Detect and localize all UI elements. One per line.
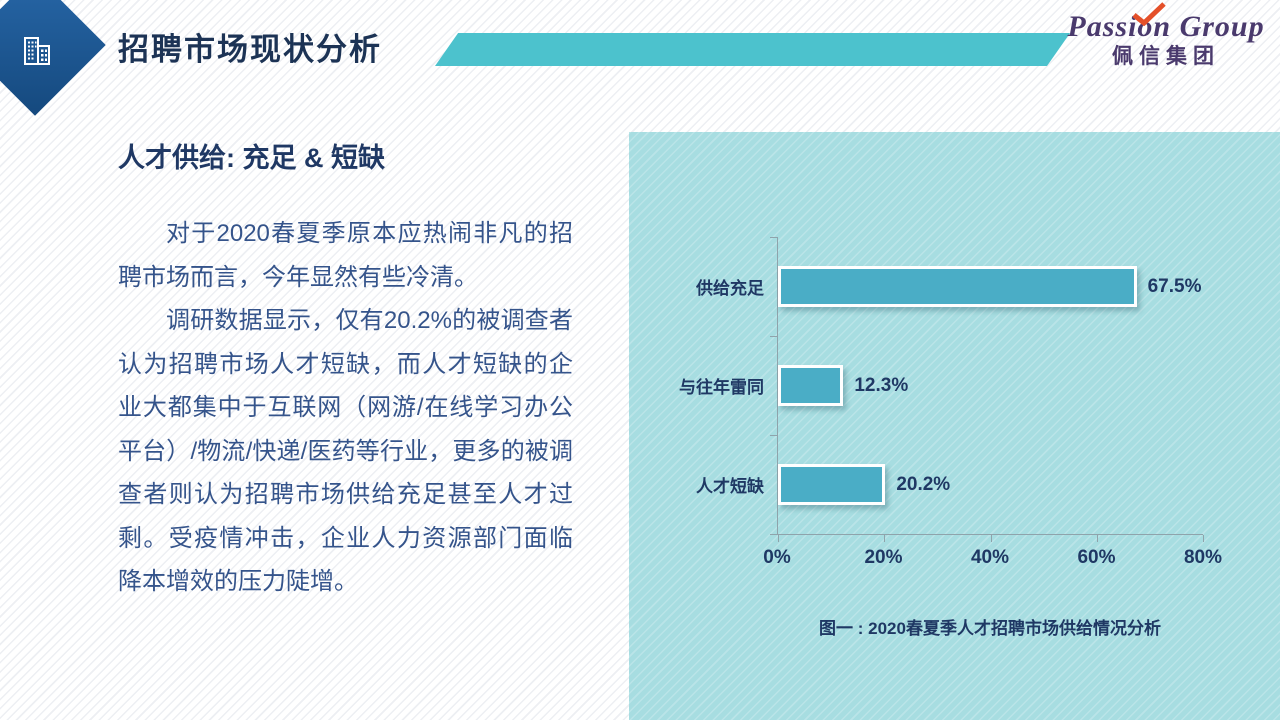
- bar-row: 人才短缺 20.2%: [696, 435, 1203, 534]
- check-icon: [1132, 2, 1167, 26]
- x-tick-label: 60%: [1077, 547, 1116, 568]
- x-tick-label: 0%: [763, 547, 791, 568]
- x-tick-label: 20%: [864, 547, 903, 568]
- x-tick-label: 80%: [1183, 547, 1223, 568]
- x-axis-tick: [778, 535, 779, 542]
- category-label: 与往年雷同: [679, 378, 764, 397]
- chart-panel: 供给充足 67.5% 与往年雷同 12.3% 人才短缺 20.2% 0% 20% 40% 60%…: [629, 132, 1280, 720]
- value-label: 20.2%: [896, 473, 951, 495]
- logo-chinese-name: 佩信集团: [1112, 45, 1220, 68]
- company-logo: Passion Group 佩信集团: [1066, 2, 1266, 70]
- body-text: 对于2020春夏季原本应热闹非凡的招聘市场而言，今年显然有些冷清。 调研数据显示…: [118, 212, 573, 604]
- x-axis-tick: [1203, 535, 1204, 542]
- bar-row: 供给充足 67.5%: [696, 237, 1203, 336]
- y-axis-tick: [770, 435, 778, 436]
- x-axis-tick: [990, 535, 992, 542]
- y-axis-tick: [770, 237, 778, 238]
- paragraph-1: 对于2020春夏季原本应热闹非凡的招聘市场而言，今年显然有些冷清。: [118, 220, 573, 291]
- value-label: 67.5%: [1147, 275, 1202, 297]
- bar: [778, 464, 886, 505]
- y-axis-tick: [770, 534, 778, 535]
- plot-area: 供给充足 67.5% 与往年雷同 12.3% 人才短缺 20.2%: [679, 237, 1204, 542]
- bar: [778, 266, 1137, 307]
- x-tick-label: 40%: [970, 547, 1010, 568]
- page-title: 招聘市场现状分析: [118, 32, 382, 67]
- x-axis-tick: [1096, 535, 1098, 542]
- building-icon: [24, 37, 50, 65]
- title-ribbon: [435, 33, 1071, 66]
- category-label: 供给充足: [696, 279, 764, 298]
- x-axis-labels: 0% 20% 40% 60% 80%: [763, 547, 1222, 571]
- paragraph-2: 调研数据显示，仅有20.2%的被调查者认为招聘市场人才短缺，而人才短缺的企业大都…: [118, 307, 573, 595]
- category-label: 人才短缺: [696, 477, 764, 496]
- logo-name: Passion Group: [1067, 10, 1265, 43]
- chart-caption: 图一 : 2020春夏季人才招聘市场供给情况分析: [819, 619, 1161, 638]
- x-axis-tick: [884, 535, 886, 542]
- value-label: 12.3%: [854, 374, 909, 396]
- logo-script-text: Passion Group: [1067, 2, 1265, 44]
- y-axis-tick: [770, 336, 778, 337]
- bar: [778, 365, 844, 406]
- section-heading: 人才供给: 充足 & 短缺: [118, 143, 385, 173]
- header-diamond-shape: [0, 0, 106, 116]
- bar-row: 与往年雷同 12.3%: [679, 336, 1203, 435]
